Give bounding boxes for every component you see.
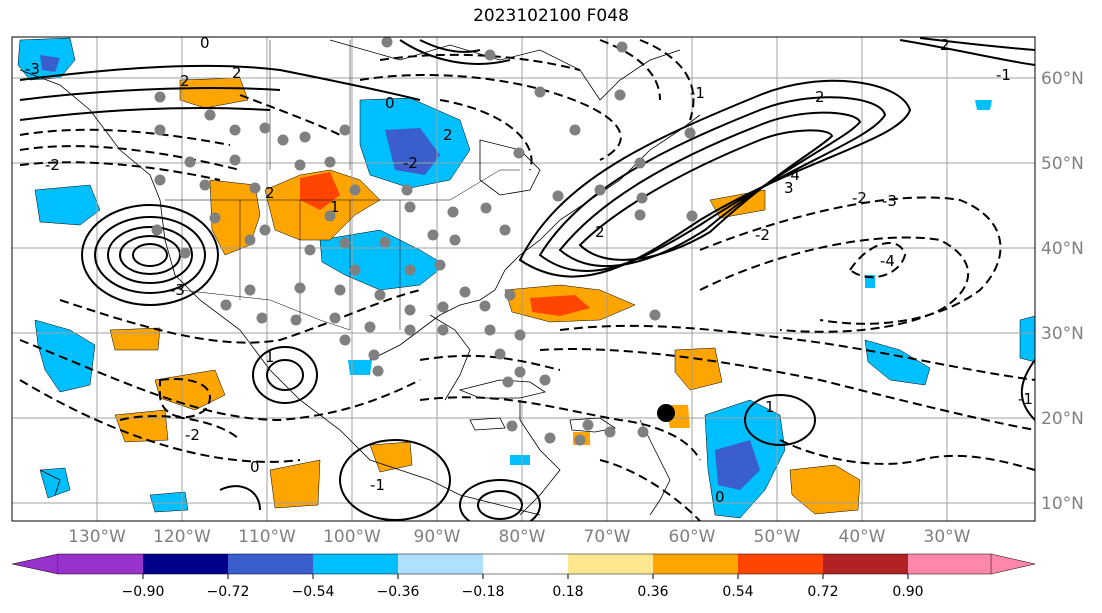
political-boundaries [165, 40, 520, 331]
contour-label: -1 [690, 84, 705, 102]
lat-label: 40°N [1041, 239, 1084, 259]
colorbar-tick-label: −0.36 [377, 584, 420, 600]
contour-label: 0 [200, 34, 210, 52]
lon-label: 80°W [499, 527, 546, 547]
contour-label: -2 [185, 426, 200, 444]
contour-label: -2 [755, 226, 770, 244]
coastlines [19, 39, 701, 516]
contour-label: 2 [595, 223, 605, 241]
contour-label: 0 [385, 94, 395, 112]
colorbar-extend-low [11, 553, 59, 575]
colorbar-tick-label: 0.36 [637, 584, 668, 600]
contour-label: -3 [170, 281, 185, 299]
map-content: -3 2 0 2 -2 2 -2 2 1 0 -1 2 -4 -3 -2 3 2… [12, 34, 1035, 521]
colorbar-bin [568, 554, 653, 574]
contours-positive [19, 37, 1035, 521]
contour-label: 2 [940, 36, 950, 54]
colorbar-bin [653, 554, 738, 574]
contour-label: -1 [370, 476, 385, 494]
lon-label: 90°W [414, 527, 461, 547]
colorbar-bin [228, 554, 313, 574]
colorbar-bin [313, 554, 398, 574]
contour-label: 1 [330, 198, 340, 216]
contour-label: 1 [265, 348, 275, 366]
lon-label: 60°W [669, 527, 716, 547]
lat-label: 20°N [1041, 409, 1084, 429]
colorbar-tick-label: −0.72 [207, 584, 250, 600]
lat-label: 50°N [1041, 154, 1084, 174]
contour-label: -4 [785, 166, 800, 184]
contour-label: 0 [715, 488, 725, 506]
colorbar-bin [823, 554, 908, 574]
station-markers [151, 37, 698, 446]
colorbar-tick-label: 0.72 [807, 584, 838, 600]
contour-label: 0 [250, 458, 260, 476]
colorbar-tick-label: −0.90 [122, 584, 165, 600]
contour-label: -2 [852, 189, 867, 207]
contour-label: -4 [880, 252, 895, 270]
negative-anomaly-shading [17, 37, 1035, 519]
contour-label: 2 [265, 184, 275, 202]
lon-label: 110°W [238, 527, 296, 547]
lon-label: 70°W [584, 527, 631, 547]
colorbar-bin [738, 554, 823, 574]
contour-label: 2 [180, 72, 190, 90]
contour-label: -1 [1018, 390, 1033, 408]
lat-label: 10°N [1041, 494, 1084, 514]
colorbar-tick-label: 0.18 [552, 584, 583, 600]
contour-label: -3 [882, 192, 897, 210]
contour-label: 1 [765, 398, 775, 416]
contour-label: -2 [403, 154, 418, 172]
contour-label: -1 [996, 66, 1011, 84]
contour-label: -2 [45, 156, 60, 174]
contour-label: 3 [784, 179, 794, 197]
lon-label: 100°W [323, 527, 381, 547]
colorbar-tick-label: 0.90 [892, 584, 923, 600]
contour-label: -3 [25, 60, 40, 78]
latitude-labels: 60°N 50°N 40°N 30°N 20°N 10°N [1041, 69, 1084, 514]
colorbar-tick-label: −0.18 [462, 584, 505, 600]
contour-labels: -3 2 0 2 -2 2 -2 2 1 0 -1 2 -4 -3 -2 3 2… [25, 34, 1033, 506]
contours-negative [19, 39, 1035, 521]
lat-label: 30°N [1041, 324, 1084, 344]
colorbar-bin [143, 554, 228, 574]
lon-label: 30°W [924, 527, 971, 547]
lon-label: 120°W [153, 527, 211, 547]
contour-label: 2 [815, 88, 825, 106]
colorbar-bin [908, 554, 991, 574]
map-frame [11, 36, 1036, 522]
lat-label: 60°N [1041, 69, 1084, 89]
map-title: 2023102100 F048 [473, 6, 629, 26]
contour-label: 2 [443, 126, 453, 144]
colorbar-bin [398, 554, 483, 574]
colorbar-extend-high [990, 553, 1036, 575]
highlight-marker [657, 404, 675, 422]
lon-label: 130°W [68, 527, 126, 547]
colorbar-tick-label: 0.54 [722, 584, 753, 600]
lon-label: 50°W [754, 527, 801, 547]
colorbar: −0.90 −0.72 −0.54 −0.36 −0.18 0.18 0.36 … [11, 553, 1036, 600]
colorbar-tick-label: −0.54 [292, 584, 335, 600]
colorbar-bin [483, 554, 568, 574]
longitude-labels: 130°W 120°W 110°W 100°W 90°W 80°W 70°W 6… [68, 527, 971, 547]
contour-label: 2 [232, 64, 242, 82]
lon-label: 40°W [839, 527, 886, 547]
